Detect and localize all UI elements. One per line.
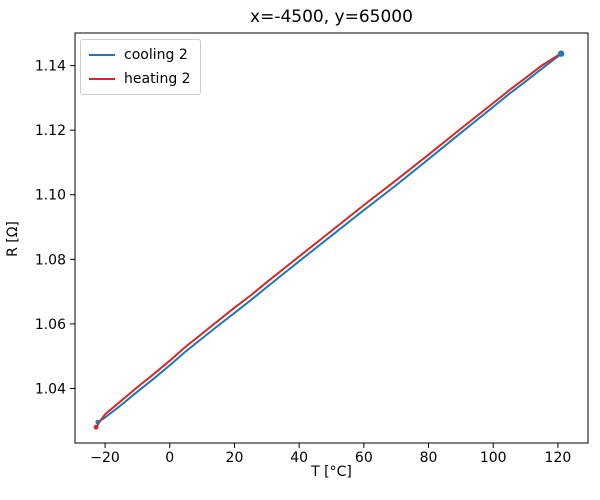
endpoint-marker: [93, 424, 99, 430]
y-tick-label: 1.10: [35, 188, 66, 204]
legend-item-heating: heating 2: [89, 69, 191, 89]
plot-title: x=-4500, y=65000: [250, 7, 413, 27]
x-tick-label: 60: [355, 450, 373, 466]
x-tick-label: 120: [545, 450, 572, 466]
legend-label-heating: heating 2: [124, 71, 191, 87]
legend-item-cooling: cooling 2: [89, 45, 191, 65]
axes-frame: [74, 32, 589, 444]
series-line-heating-2: [95, 52, 563, 429]
x-tick-label: 0: [165, 450, 174, 466]
legend-label-cooling: cooling 2: [124, 47, 188, 63]
x-tick-label: 100: [480, 450, 507, 466]
x-tick-label: 20: [226, 450, 244, 466]
x-tick-label: 40: [290, 450, 308, 466]
y-tick-label: 1.12: [35, 123, 66, 139]
x-tick-label: 80: [420, 450, 438, 466]
legend: cooling 2 heating 2: [80, 39, 201, 95]
series-line-cooling-2: [96, 53, 563, 424]
heating-line-swatch: [89, 78, 115, 80]
y-tick-label: 1.08: [35, 252, 66, 268]
x-axis-label: T [°C]: [311, 464, 352, 480]
x-tick-label: −20: [90, 450, 120, 466]
y-tick-label: 1.14: [35, 59, 66, 75]
endpoint-marker: [95, 419, 100, 425]
y-tick-label: 1.06: [35, 317, 66, 333]
y-tick-label: 1.04: [35, 381, 66, 397]
endpoint-marker: [557, 50, 565, 57]
cooling-line-swatch: [89, 54, 115, 56]
